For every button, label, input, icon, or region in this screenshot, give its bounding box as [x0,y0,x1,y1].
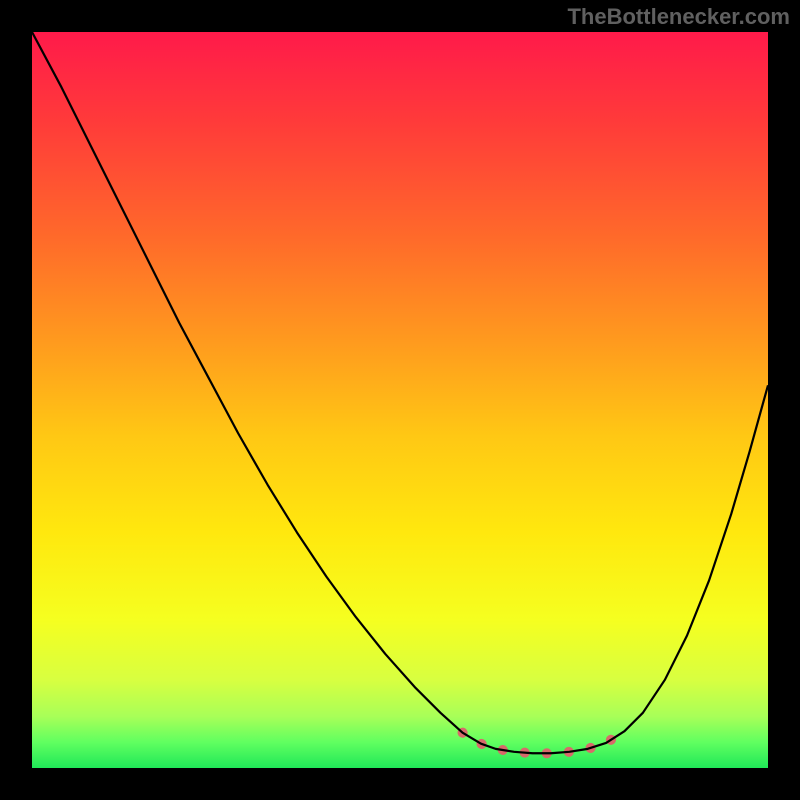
watermark-text: TheBottlenecker.com [567,4,790,30]
chart-stage: TheBottlenecker.com [0,0,800,800]
bottleneck-curve-chart [0,0,800,800]
plot-background [32,32,768,768]
